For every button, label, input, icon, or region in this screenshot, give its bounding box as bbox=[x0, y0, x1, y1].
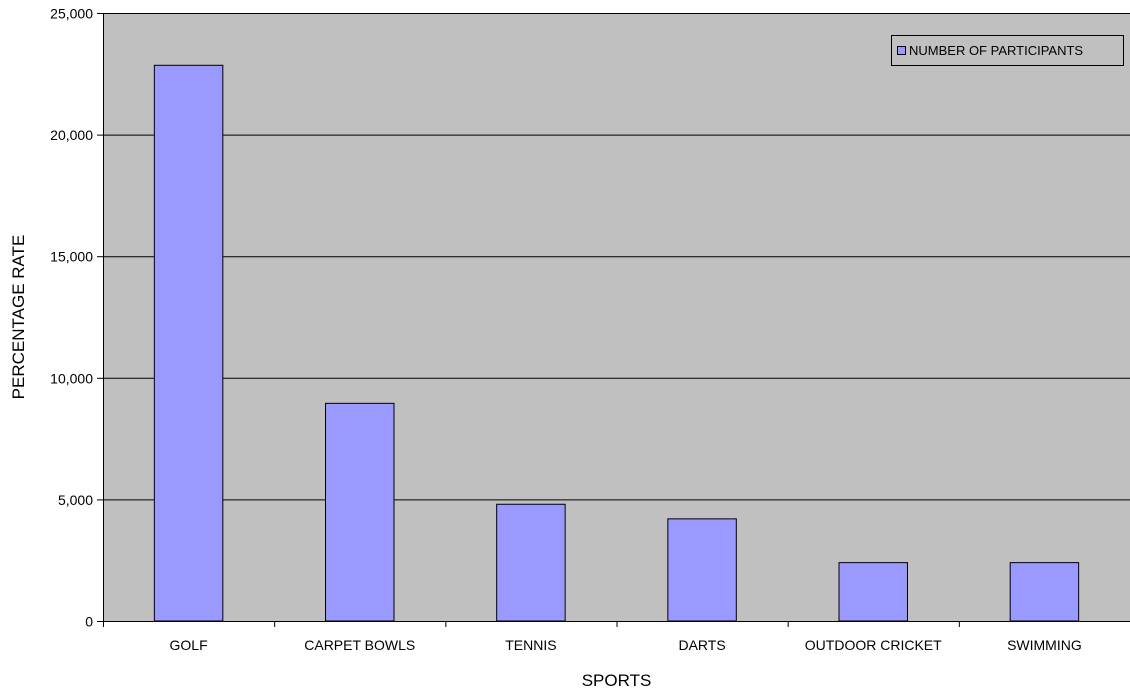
y-tick-label-2: 10,000 bbox=[50, 370, 93, 386]
gridlines bbox=[103, 13, 1130, 501]
y-tick-label-4: 20,000 bbox=[50, 127, 93, 143]
plot-area bbox=[103, 13, 1130, 621]
legend-box bbox=[891, 35, 1124, 66]
x-tick-label-1: CARPET BOWLS bbox=[304, 637, 415, 653]
x-axis-ticks: GOLF CARPET BOWLS TENNIS DARTS OUTDOOR CRICK… bbox=[103, 621, 1082, 653]
legend-swatch bbox=[897, 46, 906, 55]
bar-swimming bbox=[1009, 562, 1080, 622]
x-axis-title: SPORTS bbox=[582, 671, 652, 690]
bar-tennis bbox=[496, 503, 566, 622]
y-tick-label-1: 5,000 bbox=[58, 492, 93, 508]
bar-golf bbox=[153, 64, 224, 622]
y-tick-label-5: 25,000 bbox=[50, 6, 93, 22]
y-tick-label-0: 0 bbox=[85, 614, 93, 630]
legend-label: NUMBER OF PARTICIPANTS bbox=[909, 43, 1083, 58]
bar-outdoor-cricket bbox=[838, 562, 908, 622]
x-tick-label-3: DARTS bbox=[678, 637, 725, 653]
legend: NUMBER OF PARTICIPANTS bbox=[891, 35, 1124, 66]
x-tick-label-0: GOLF bbox=[170, 637, 208, 653]
x-tick-label-4: OUTDOOR CRICKET bbox=[805, 637, 942, 653]
x-tick-label-5: SWIMMING bbox=[1007, 637, 1082, 653]
y-axis-ticks: 0 5,000 10,000 15,000 20,000 25,000 bbox=[50, 6, 103, 630]
x-tick-label-2: TENNIS bbox=[505, 637, 556, 653]
bar-carpet-bowls bbox=[325, 402, 395, 622]
bar-darts bbox=[667, 518, 737, 622]
bars bbox=[153, 64, 1080, 622]
y-axis-title: PERCENTAGE RATE bbox=[9, 235, 28, 400]
y-tick-label-3: 15,000 bbox=[50, 249, 93, 265]
